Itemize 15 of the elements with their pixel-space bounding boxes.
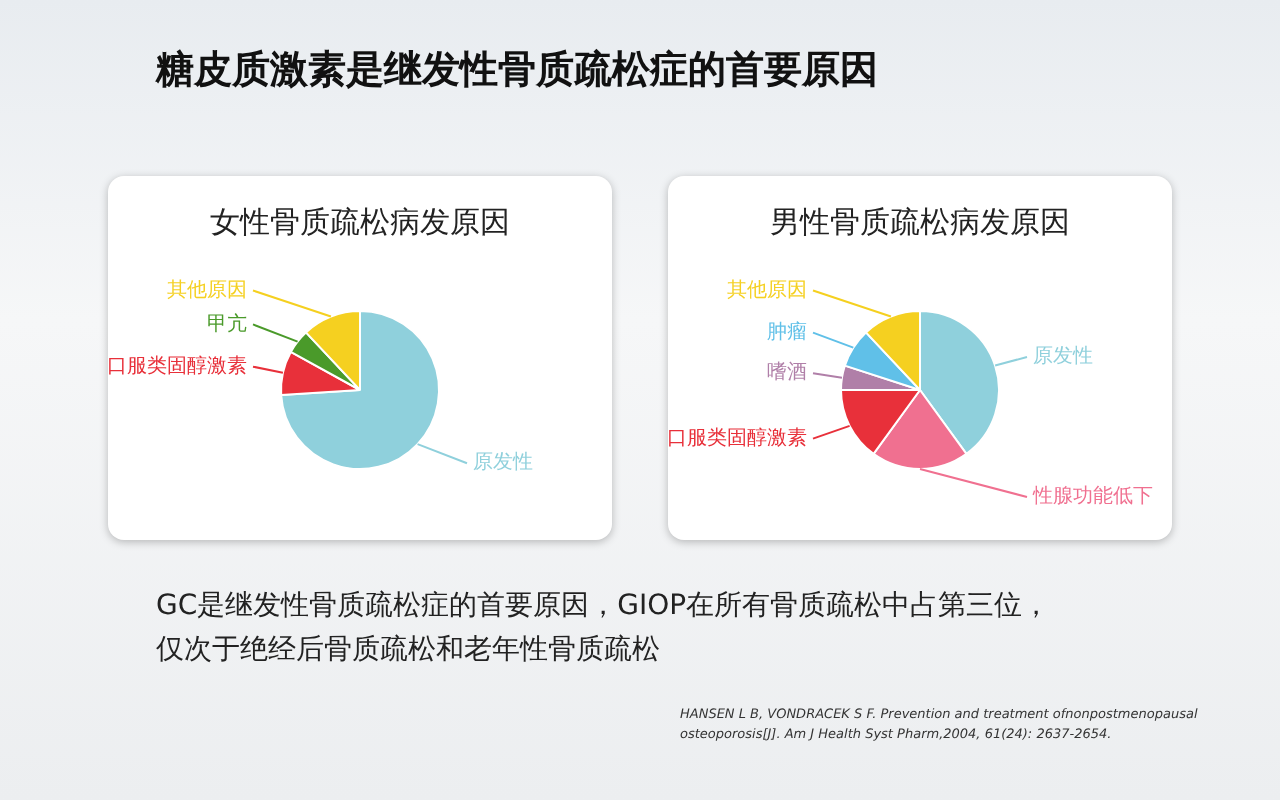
text: GC是继发性骨质疏松症的首要原因，GIOP在所有骨质疏松中占第三位， [156,588,1053,626]
slice-label: 其他原因 [167,277,247,302]
slice-label: 嗜酒 [767,360,807,385]
slice-label: 甲亢 [207,311,247,336]
text: 糖皮质激素是继发性骨质疏松症的首要原因 [156,46,880,96]
slice-label: 口服类固醇激素 [667,425,807,450]
slice-label: 其他原因 [727,277,807,302]
slice-label: 原发性 [1033,344,1093,369]
slice-label: 性腺功能低下 [1031,484,1153,509]
slice-label: 口服类固醇激素 [107,353,247,378]
slice-label: 肿瘤 [767,319,807,344]
text: 仅次于绝经后骨质疏松和老年性骨质疏松 [156,632,662,670]
slice-label: 原发性 [473,450,533,475]
chart-title: 女性骨质疏松病发原因 [208,204,512,242]
chart-title: 男性骨质疏松病发原因 [768,204,1072,242]
